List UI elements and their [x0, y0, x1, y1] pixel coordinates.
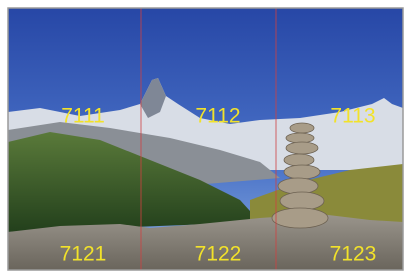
tiled-image-view: 7111 7112 7113 7121 7122 7123: [0, 0, 405, 275]
tile-label: 7111: [61, 105, 105, 128]
photo: [8, 8, 403, 270]
page: 7111 7112 7113 7121 7122 7123 (() => { c…: [0, 0, 405, 275]
tile-label: 7123: [330, 243, 377, 266]
tile-label: 7122: [195, 243, 242, 266]
tile-label: 7113: [330, 105, 375, 128]
tile-label: 7121: [60, 243, 107, 266]
tile-label: 7112: [195, 105, 240, 128]
